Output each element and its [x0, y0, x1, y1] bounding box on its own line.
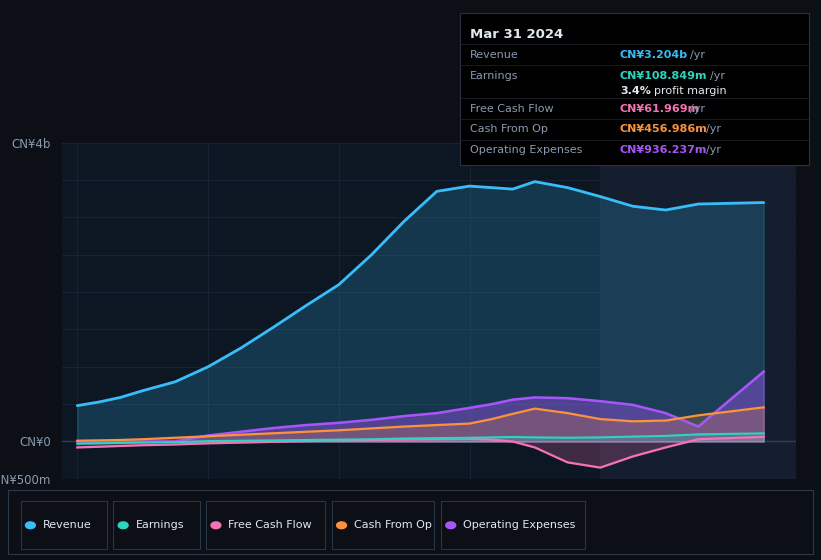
Text: Revenue: Revenue [43, 520, 91, 530]
Text: CN¥61.969m: CN¥61.969m [620, 104, 700, 114]
Text: /yr: /yr [690, 104, 704, 114]
Text: 3.4%: 3.4% [620, 86, 651, 96]
Text: Mar 31 2024: Mar 31 2024 [470, 27, 563, 41]
Text: /yr: /yr [690, 50, 704, 60]
Text: /yr: /yr [706, 145, 721, 155]
Text: Free Cash Flow: Free Cash Flow [228, 520, 312, 530]
Text: profit margin: profit margin [654, 86, 727, 96]
Text: Cash From Op: Cash From Op [354, 520, 432, 530]
Text: CN¥456.986m: CN¥456.986m [620, 124, 708, 134]
Text: Free Cash Flow: Free Cash Flow [470, 104, 553, 114]
Text: Operating Expenses: Operating Expenses [470, 145, 582, 155]
Text: Earnings: Earnings [135, 520, 184, 530]
Bar [600, 143, 796, 479]
Text: Revenue: Revenue [470, 50, 518, 60]
Text: Operating Expenses: Operating Expenses [463, 520, 576, 530]
Text: CN¥936.237m: CN¥936.237m [620, 145, 707, 155]
Text: /yr: /yr [710, 71, 725, 81]
Text: Earnings: Earnings [470, 71, 518, 81]
Text: /yr: /yr [706, 124, 721, 134]
Text: CN¥3.204b: CN¥3.204b [620, 50, 688, 60]
Text: CN¥108.849m: CN¥108.849m [620, 71, 708, 81]
Text: Cash From Op: Cash From Op [470, 124, 548, 134]
